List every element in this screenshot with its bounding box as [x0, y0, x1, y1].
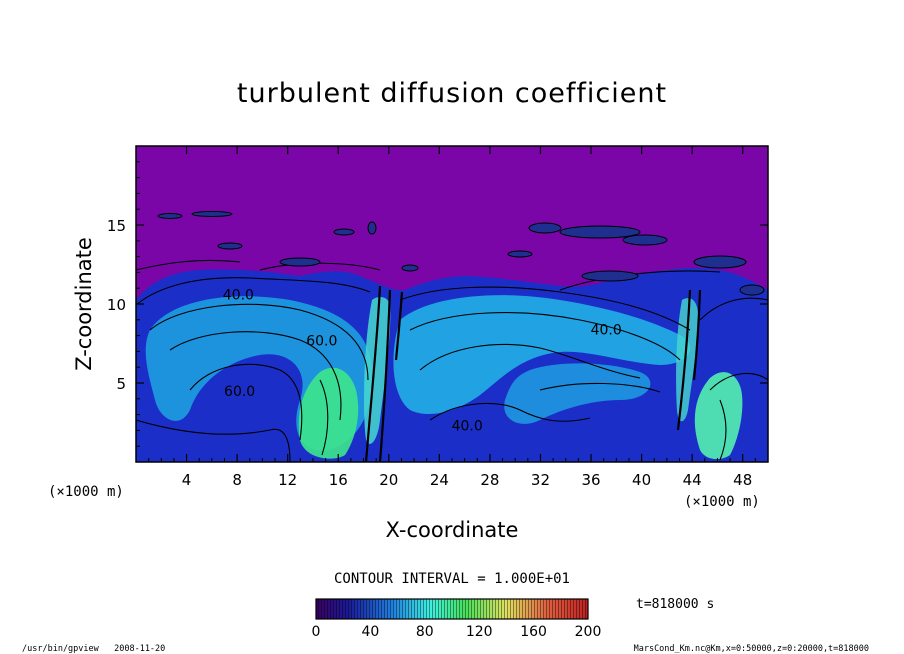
colorbar-tick-label: 120 — [466, 624, 493, 640]
x-tick-label: 20 — [379, 471, 398, 489]
convective-columns — [364, 285, 702, 462]
x-axis: 4 8 12 16 20 24 28 32 36 40 44 48 — [148, 146, 756, 489]
plume-2 — [694, 372, 743, 460]
upper-patches — [157, 211, 765, 296]
footer-right: MarsCond_Km.nc@Km,x=0:50000,z=0:20000,t=… — [634, 644, 869, 654]
y-tick-label: 5 — [116, 375, 126, 393]
contour-interval: CONTOUR INTERVAL = 1.000E+01 — [334, 571, 570, 587]
contour-labels: 40.0 60.0 60.0 40.0 40.0 — [223, 288, 622, 435]
x-tick-label: 48 — [733, 471, 752, 489]
colorbar-tick-label: 160 — [520, 624, 547, 640]
colorbar-tick-label: 40 — [361, 624, 379, 640]
x-tick-label: 12 — [278, 471, 297, 489]
y-axis: 5 10 15 — [107, 161, 768, 447]
x-tick-label: 32 — [531, 471, 550, 489]
x-tick-label: 36 — [581, 471, 600, 489]
x-unit-right: (×1000 m) — [684, 494, 760, 510]
swirl-center — [393, 295, 691, 415]
colorbar-tick-label: 200 — [575, 624, 602, 640]
contour-value-label: 40.0 — [223, 288, 254, 304]
colorbar-tick-label: 80 — [416, 624, 434, 640]
x-tick-label: 44 — [683, 471, 702, 489]
colorbar-stripes — [316, 599, 588, 619]
footer-left: /usr/bin/gpview 2008-11-20 — [22, 644, 165, 654]
y-tick-label: 10 — [107, 296, 126, 314]
y-axis-label: Z-coordinate — [72, 237, 96, 371]
x-tick-label: 16 — [329, 471, 348, 489]
contour-value-label: 40.0 — [452, 419, 483, 435]
colorbar-frame — [315, 598, 589, 620]
chart-title: turbulent diffusion coefficient — [237, 78, 667, 109]
plume-1 — [298, 367, 359, 459]
y-tick-label: 15 — [107, 217, 126, 235]
x-axis-label: X-coordinate — [386, 518, 519, 542]
x-tick-label: 24 — [430, 471, 449, 489]
contour-value-label: 40.0 — [591, 322, 622, 338]
x-tick-label: 8 — [232, 471, 242, 489]
contour-value-label: 60.0 — [224, 384, 255, 400]
swirl-right — [504, 363, 651, 424]
contour-value-label: 60.0 — [306, 333, 337, 349]
colorbar-tick-label: 0 — [312, 624, 321, 640]
x-tick-label: 4 — [182, 471, 192, 489]
x-unit-left: (×1000 m) — [48, 484, 124, 500]
colorbar: 0 40 80 120 160 200 — [312, 598, 602, 640]
time-label: t=818000 s — [636, 597, 714, 612]
x-tick-label: 40 — [632, 471, 651, 489]
plot-area: 40.0 60.0 60.0 40.0 40.0 — [136, 146, 768, 462]
x-tick-label: 28 — [480, 471, 499, 489]
colorbar-ticks: 0 40 80 120 160 200 — [312, 624, 602, 640]
